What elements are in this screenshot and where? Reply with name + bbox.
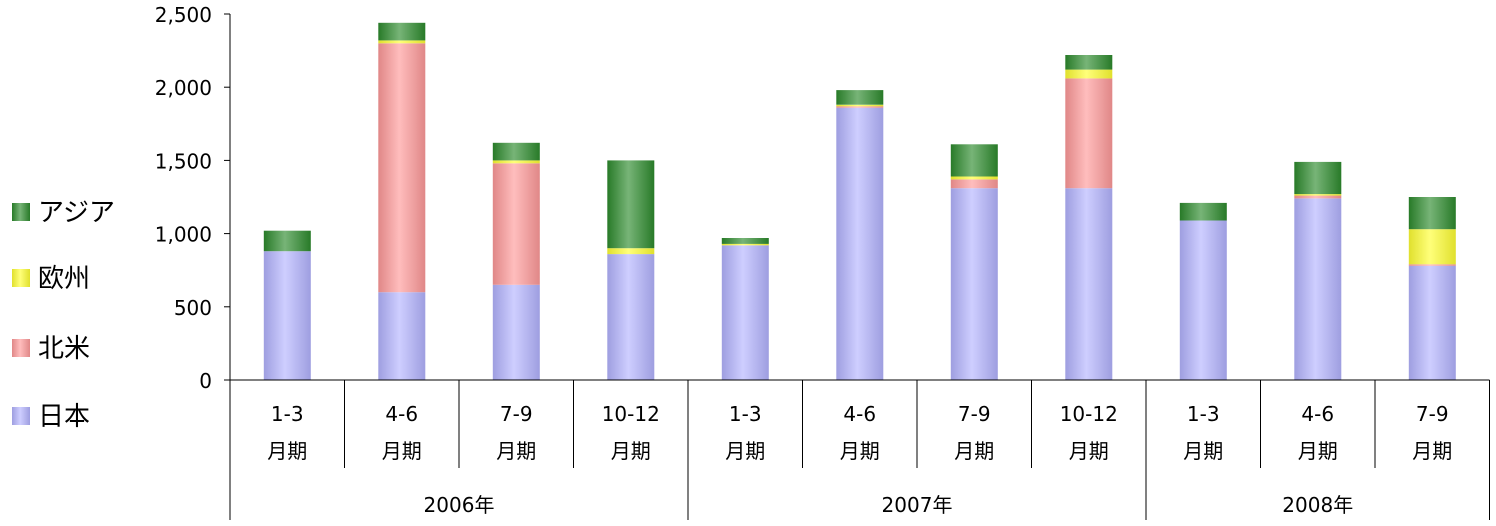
bar-segment-日本 bbox=[950, 188, 998, 380]
bar-segment-欧州 bbox=[721, 243, 769, 246]
bar-segment-日本 bbox=[607, 254, 655, 380]
bar-segment-アジア bbox=[721, 238, 769, 244]
x-tick-label-unit: 月期 bbox=[496, 439, 536, 463]
y-tick-label: 0 bbox=[199, 369, 212, 393]
x-tick-label-unit: 月期 bbox=[725, 439, 765, 463]
x-tick-label: 7-9 bbox=[500, 402, 533, 426]
legend-swatch bbox=[12, 269, 30, 287]
x-tick-label-unit: 月期 bbox=[954, 439, 994, 463]
bar-segment-北米 bbox=[1408, 264, 1456, 266]
y-tick-label: 1,000 bbox=[155, 223, 212, 247]
y-axis: 0 500 1,000 1,500 2,000 2,500 bbox=[155, 3, 231, 393]
y-tick-label: 1,500 bbox=[155, 149, 212, 173]
x-tick-label: 7-9 bbox=[1416, 402, 1449, 426]
legend-swatch bbox=[12, 203, 30, 221]
y-tick-label: 2,000 bbox=[155, 76, 212, 100]
bar-segment-欧州 bbox=[1294, 194, 1342, 196]
bar-segment-欧州 bbox=[1408, 229, 1456, 265]
legend-label: アジア bbox=[38, 198, 115, 228]
bar-segment-日本 bbox=[1408, 265, 1456, 380]
x-tick-label: 1-3 bbox=[271, 402, 304, 426]
bar-segment-日本 bbox=[836, 107, 884, 380]
x-tick-label-unit: 月期 bbox=[1183, 439, 1223, 463]
x-tick-label: 4-6 bbox=[843, 402, 876, 426]
x-group-label: 2007年 bbox=[882, 493, 953, 517]
bar-segment-日本 bbox=[378, 292, 426, 380]
y-tick-label: 500 bbox=[174, 296, 212, 320]
x-tick-label: 4-6 bbox=[385, 402, 418, 426]
bar-segment-欧州 bbox=[1065, 69, 1113, 79]
x-tick-label-unit: 月期 bbox=[840, 439, 880, 463]
x-tick-label-unit: 月期 bbox=[1069, 439, 1109, 463]
bar-segment-アジア bbox=[607, 160, 655, 249]
bar-segment-欧州 bbox=[950, 176, 998, 180]
bar-segment-日本 bbox=[1294, 198, 1342, 380]
x-tick-label: 1-3 bbox=[1187, 402, 1220, 426]
bar-segment-欧州 bbox=[607, 248, 655, 255]
bar-segment-日本 bbox=[1065, 188, 1113, 380]
bar-segment-アジア bbox=[1179, 202, 1227, 221]
x-tick-label-unit: 月期 bbox=[611, 439, 651, 463]
x-tick-label: 4-6 bbox=[1301, 402, 1334, 426]
legend-label: 日本 bbox=[38, 402, 90, 432]
bar-segment-アジア bbox=[1294, 161, 1342, 195]
legend-swatch bbox=[12, 407, 30, 425]
bar-segment-アジア bbox=[378, 22, 426, 41]
bar-segment-欧州 bbox=[492, 160, 540, 164]
x-tick-label-unit: 月期 bbox=[1412, 439, 1452, 463]
legend-label: 欧州 bbox=[38, 264, 90, 294]
bars bbox=[263, 22, 1456, 380]
bar-segment-北米 bbox=[378, 43, 426, 293]
bar-segment-北米 bbox=[492, 163, 540, 285]
bar-segment-日本 bbox=[492, 284, 540, 380]
legend-label: 北米 bbox=[38, 334, 90, 364]
bar-segment-アジア bbox=[950, 144, 998, 177]
y-tick-label: 2,500 bbox=[155, 3, 212, 27]
bar-segment-欧州 bbox=[836, 104, 884, 107]
bar-segment-日本 bbox=[263, 251, 311, 380]
bar-segment-アジア bbox=[492, 142, 540, 161]
bar-segment-日本 bbox=[1179, 220, 1227, 380]
x-tick-label: 10-12 bbox=[1060, 402, 1118, 426]
bar-segment-アジア bbox=[263, 230, 311, 252]
bar-segment-北米 bbox=[1065, 78, 1113, 189]
bar-segment-北米 bbox=[950, 179, 998, 189]
bar-segment-欧州 bbox=[378, 40, 426, 44]
x-tick-label-unit: 月期 bbox=[382, 439, 422, 463]
x-tick-label: 7-9 bbox=[958, 402, 991, 426]
bar-segment-アジア bbox=[1065, 55, 1113, 70]
x-group-label: 2006年 bbox=[424, 493, 495, 517]
x-tick-label-unit: 月期 bbox=[1298, 439, 1338, 463]
x-tick-label: 10-12 bbox=[602, 402, 660, 426]
legend-swatch bbox=[12, 339, 30, 357]
x-tick-label-unit: 月期 bbox=[267, 439, 307, 463]
bar-segment-アジア bbox=[1408, 197, 1456, 230]
bar-segment-北米 bbox=[1294, 195, 1342, 199]
bar-segment-アジア bbox=[836, 90, 884, 105]
x-axis: 1-3 月期 4-6 月期 7-9 月期 10-12 月期 1-3 月期 4-6 月期 7-9 月期 10-… bbox=[229, 379, 1490, 520]
x-group-label: 2008年 bbox=[1282, 493, 1353, 517]
x-tick-label: 1-3 bbox=[729, 402, 762, 426]
bar-segment-北米 bbox=[836, 106, 884, 108]
bar-segment-日本 bbox=[721, 245, 769, 380]
